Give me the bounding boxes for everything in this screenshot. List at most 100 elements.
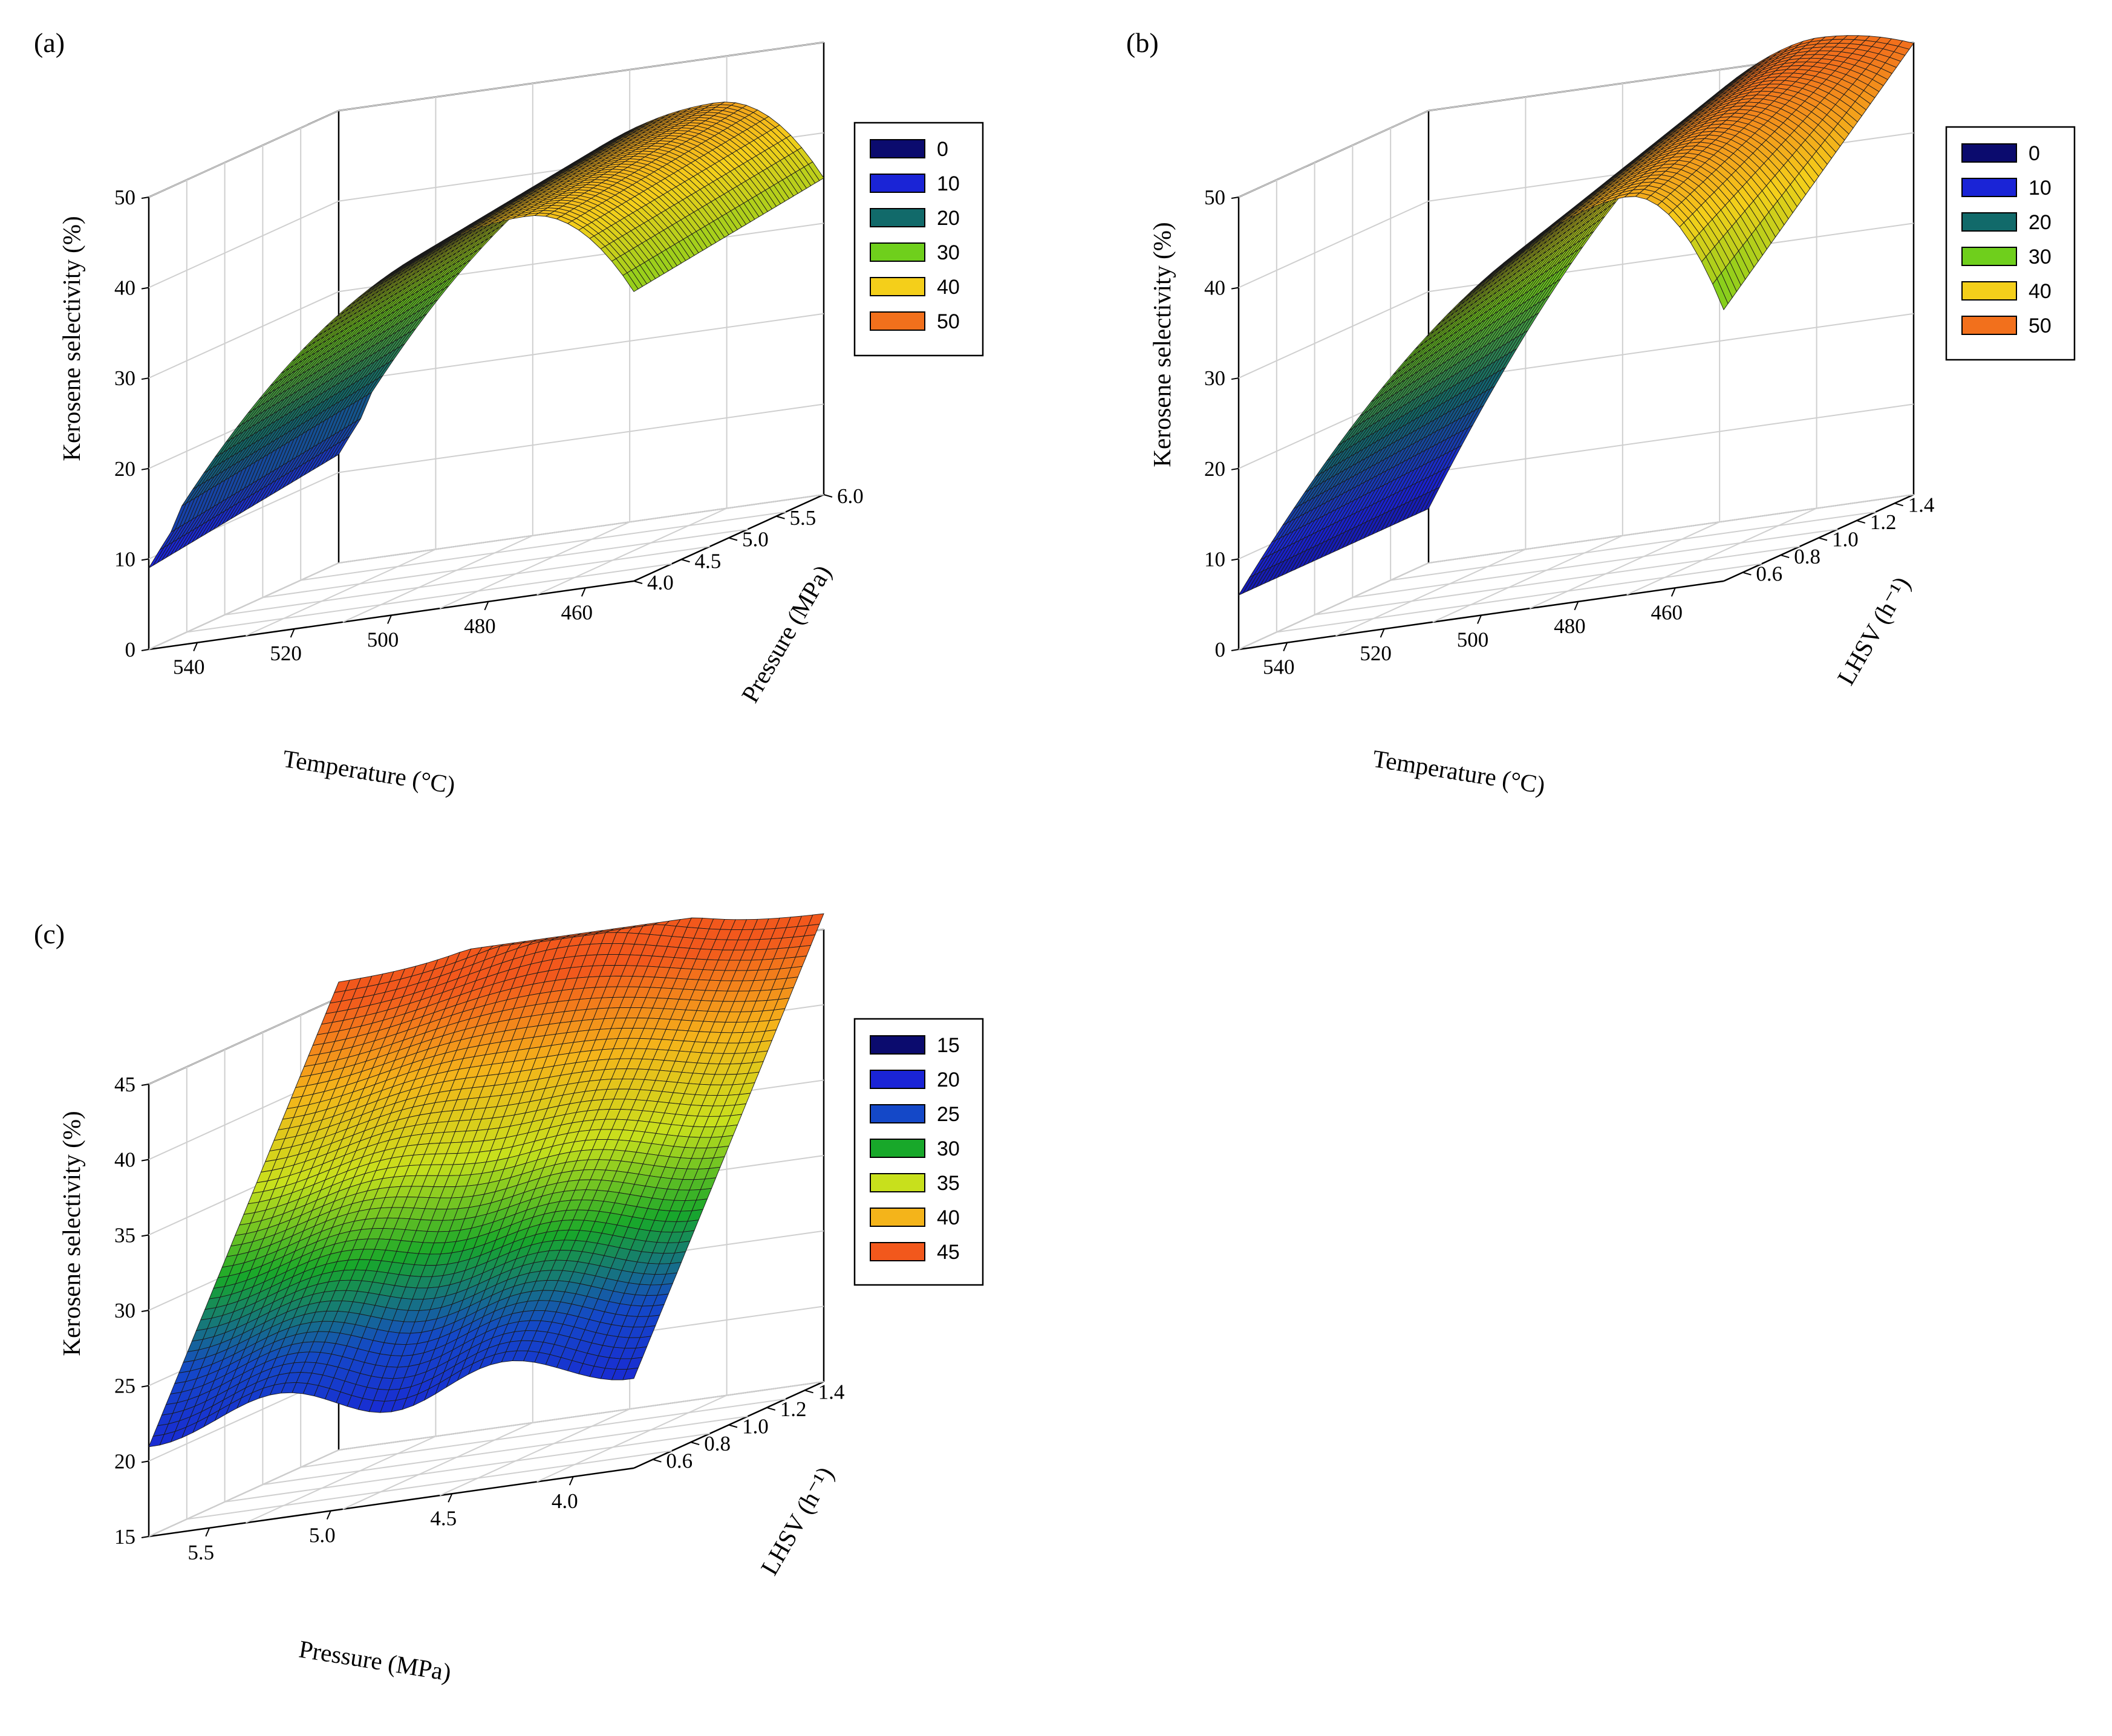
z-tick-label: 10 (114, 547, 135, 571)
z-tick-label: 10 (1204, 547, 1225, 571)
gridline (148, 291, 339, 379)
z-tick-mark (141, 467, 149, 470)
y-tick-mark (776, 515, 785, 519)
gridline (1238, 110, 1429, 198)
z-tick-label: 0 (125, 638, 136, 662)
z-tick-mark (1231, 287, 1239, 290)
z-tick-label: 20 (114, 457, 135, 481)
gridline (224, 545, 710, 616)
gridline (338, 403, 824, 473)
panel-a-surface-mesh (148, 102, 824, 568)
z-tick-label: 50 (114, 186, 135, 209)
legend-swatch (1961, 212, 2017, 232)
x-tick-label: 520 (270, 642, 302, 665)
legend-label: 40 (937, 276, 960, 299)
legend-label: 30 (2029, 245, 2052, 268)
panel-a-z-axis-title: Kerosene selectivity (%) (57, 216, 85, 461)
y-tick-mark (1780, 554, 1790, 559)
panel-b-y-axis-title: LHSV (h⁻¹) (1831, 572, 1915, 690)
legend-swatch (1961, 247, 2017, 266)
z-tick-label: 0 (1215, 638, 1226, 662)
y-tick-mark (728, 537, 738, 541)
x-tick-mark (1380, 628, 1385, 638)
gridline (186, 563, 672, 633)
x-tick-label: 480 (464, 614, 496, 638)
panel-a-surface-chart: (a) 010203040505405205004804604.04.55.05… (34, 27, 984, 799)
gridline (301, 511, 786, 581)
gridline (148, 110, 339, 198)
legend-label: 30 (937, 241, 960, 264)
y-tick-mark (681, 559, 690, 563)
gridline (1238, 291, 1429, 379)
legend-label: 20 (937, 207, 960, 230)
x-tick-mark (1670, 587, 1676, 597)
x-tick-mark (1477, 615, 1482, 624)
legend-swatch (870, 311, 925, 331)
gridline (148, 200, 339, 288)
panel-c-label: (c) (34, 918, 65, 949)
gridline (1428, 403, 1914, 473)
x-tick-mark (387, 615, 392, 624)
z-tick-mark (141, 649, 149, 651)
panel-b-label: (b) (1126, 27, 1159, 58)
y-tick-label: 4.0 (647, 571, 674, 594)
gridline (1238, 200, 1429, 288)
gridline (338, 313, 824, 383)
z-tick-mark (1231, 467, 1239, 470)
gridline (536, 507, 728, 596)
y-tick-label: 0.8 (1794, 545, 1820, 568)
panel-c-surface-mesh (148, 913, 824, 1448)
x-tick-label: 500 (1457, 628, 1489, 652)
legend-label: 20 (2029, 211, 2052, 234)
x-tick-label: 500 (367, 628, 399, 652)
legend-label: 50 (2029, 314, 2052, 337)
panel-b-surface-mesh (1237, 35, 1914, 596)
y-tick-label: 1.0 (1832, 528, 1859, 551)
gridline (338, 42, 824, 111)
y-tick-label: 4.5 (695, 549, 722, 573)
x-tick-label: 520 (1360, 642, 1392, 665)
z-tick-label: 30 (114, 366, 135, 390)
legend-swatch (1961, 178, 2017, 197)
z-tick-label: 30 (1204, 366, 1225, 390)
y-tick-label: 6.0 (837, 484, 864, 508)
legend-swatch (870, 139, 925, 158)
y-tick-label: 0.6 (1756, 562, 1782, 586)
x-tick-mark (1574, 601, 1579, 611)
panel-a-tick-labels: 010203040505405205004804604.04.55.05.56.… (114, 186, 864, 679)
legend-swatch (1961, 143, 2017, 163)
y-tick-mark (1856, 519, 1866, 524)
y-tick-mark (1894, 502, 1903, 507)
panel-b-surface-chart: (b) 010203040505405205004804600.60.81.01… (1126, 27, 2076, 799)
y-tick-label: 1.4 (1908, 493, 1935, 516)
x-tick-label: 540 (1263, 655, 1295, 679)
gridline (148, 562, 339, 650)
z-tick-label: 40 (114, 276, 135, 300)
z-tick-mark (141, 377, 149, 380)
x-tick-mark (581, 587, 586, 597)
z-tick-mark (1231, 197, 1239, 199)
panel-b-x-axis-title: Temperature (°C) (1371, 744, 1547, 799)
y-tick-mark (633, 580, 643, 584)
legend-label: 10 (2029, 177, 2052, 200)
legend-swatch (1961, 281, 2017, 301)
gridline (245, 548, 436, 637)
y-tick-mark (1742, 571, 1752, 576)
gridline (338, 494, 824, 564)
y-tick-mark (1818, 537, 1828, 541)
z-tick-mark (1231, 377, 1239, 380)
panel-b-z-axis-title: Kerosene selectivity (%) (1148, 222, 1176, 467)
z-tick-mark (1231, 649, 1239, 651)
gridline (342, 535, 533, 623)
z-tick-label: 20 (1204, 457, 1225, 481)
y-tick-label: 1.2 (1870, 510, 1897, 534)
z-tick-mark (141, 558, 149, 561)
panel-c-surface-chart: (c) 152025303540455.55.04.54.00.60.81.01… (34, 913, 984, 1686)
legend-label: 50 (937, 310, 960, 333)
gridline (262, 528, 748, 599)
panel-a-label: (a) (34, 27, 65, 58)
z-tick-mark (141, 197, 149, 199)
